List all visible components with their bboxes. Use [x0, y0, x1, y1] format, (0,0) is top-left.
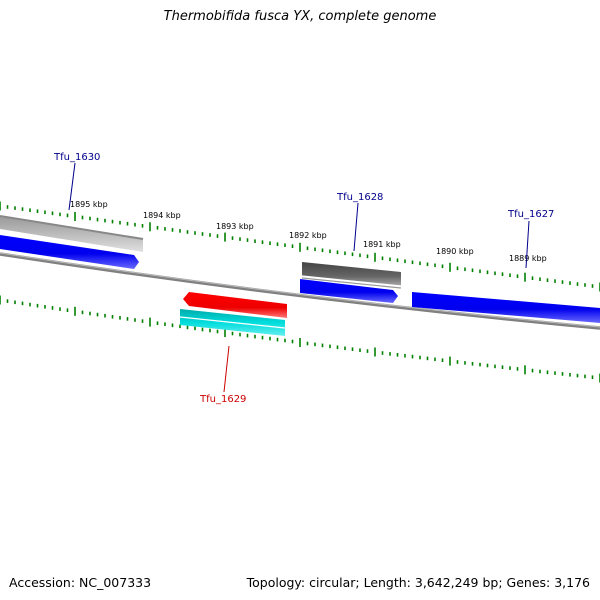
map-title: Thermobifida fusca YX, complete genome [163, 9, 437, 24]
gene-label-tfu1630[interactable]: Tfu_1630 [53, 152, 100, 163]
genome-summary-text: Topology: circular; Length: 3,642,249 bp… [246, 575, 590, 590]
gene-arrow-tfu1629[interactable] [183, 292, 287, 318]
scale-label-1889: 1889 kbp [509, 254, 547, 263]
gene-arrow-tfu1627[interactable] [412, 292, 600, 323]
gene-arrow-tfu1628[interactable] [300, 279, 398, 303]
scale-label-1892: 1892 kbp [289, 231, 327, 240]
scale-label-1895: 1895 kbp [70, 200, 108, 209]
gene-label-tfu1628[interactable]: Tfu_1628 [336, 192, 383, 203]
gene-label-tfu1627[interactable]: Tfu_1627 [507, 209, 554, 220]
outer-scale-ticks [0, 201, 600, 292]
scale-label-1893: 1893 kbp [216, 222, 254, 231]
genome-backbone [0, 252, 600, 330]
scale-label-1894: 1894 kbp [143, 211, 181, 220]
label-line-tfu1630 [68, 162, 76, 211]
genome-backbone-highlight [0, 252, 600, 328]
label-line-tfu1628 [353, 202, 359, 252]
gene-arrow-left-forward[interactable] [0, 235, 139, 269]
label-line-tfu1627 [525, 220, 530, 269]
gene-feature-tfu1628-outer[interactable] [301, 262, 402, 289]
scale-label-1890: 1890 kbp [436, 247, 474, 256]
inner-scale-ticks [0, 295, 600, 383]
gene-label-tfu1629[interactable]: Tfu_1629 [199, 394, 246, 405]
scale-label-1891: 1891 kbp [363, 240, 401, 249]
gene-feature-tfu1630-outer[interactable] [0, 215, 144, 252]
accession-text: Accession: NC_007333 [9, 575, 152, 590]
label-line-tfu1629 [223, 345, 230, 393]
gene-feature-tfu1629-inner[interactable] [179, 309, 286, 336]
